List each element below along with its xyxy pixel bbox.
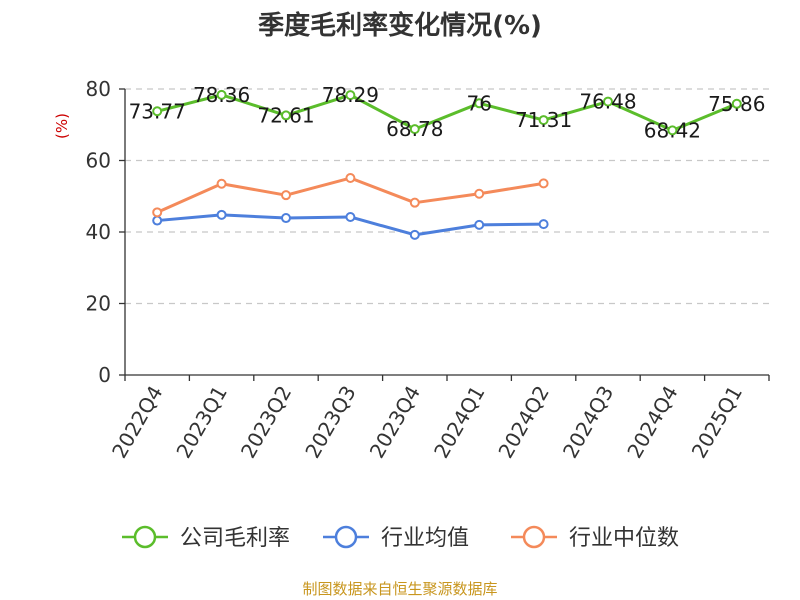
x-tick-label: 2023Q1 <box>171 382 231 463</box>
x-tick-label: 2024Q1 <box>429 382 489 463</box>
source-note: 制图数据来自恒生聚源数据库 <box>302 580 497 598</box>
legend-label: 行业均值 <box>381 526 469 551</box>
chart-title: 季度毛利率变化情况(%) <box>258 10 542 41</box>
x-tick-label: 2025Q1 <box>687 382 747 463</box>
data-point <box>409 229 420 240</box>
data-label: 78.29 <box>322 83 379 107</box>
data-point <box>409 197 420 208</box>
data-point <box>152 207 163 218</box>
data-point <box>345 90 356 101</box>
data-point <box>216 89 227 100</box>
data-point <box>538 115 549 126</box>
x-tick-label: 2022Q4 <box>107 382 167 463</box>
data-point <box>603 96 613 107</box>
legend: 公司毛利率 行业均值 行业中位数 <box>122 525 679 551</box>
data-point <box>538 178 549 189</box>
legend-marker-icon <box>334 525 358 549</box>
data-point <box>474 219 485 230</box>
y-axis-unit-label: (%) <box>53 113 71 139</box>
data-point <box>281 190 291 201</box>
data-label: 73.77 <box>129 99 186 123</box>
data-point <box>731 98 742 109</box>
x-tick-label: 2024Q3 <box>558 382 618 463</box>
data-label: 76 <box>466 91 491 115</box>
x-tick-label: 2023Q4 <box>365 382 425 463</box>
data-point <box>538 219 549 230</box>
data-point <box>474 98 485 109</box>
y-tick-label: 40 <box>86 220 111 244</box>
data-label: 75.86 <box>708 92 765 116</box>
data-labels: 73.77 78.36 72.61 78.29 68.78 76 71.31 76.48 68.… <box>129 83 766 143</box>
data-label: 68.42 <box>644 118 701 142</box>
data-point <box>667 125 678 136</box>
grid-lines <box>125 88 769 305</box>
y-tick-label: 20 <box>86 292 111 316</box>
data-point <box>216 209 227 220</box>
series-line <box>155 93 739 132</box>
series-lines <box>155 93 739 237</box>
data-point <box>281 213 291 224</box>
legend-label: 公司毛利率 <box>180 526 290 551</box>
x-tick-label: 2024Q4 <box>622 382 682 463</box>
series-line <box>155 176 546 214</box>
y-tick-label: 80 <box>86 77 111 101</box>
legend-marker-icon <box>522 525 546 549</box>
data-point <box>281 110 291 121</box>
data-point <box>152 106 163 117</box>
data-point <box>474 188 485 199</box>
data-label: 76.48 <box>579 90 636 114</box>
x-tick-label: 2023Q3 <box>300 382 360 463</box>
data-label: 68.78 <box>386 117 443 141</box>
data-label: 78.36 <box>193 83 250 107</box>
y-tick-label: 60 <box>86 149 111 173</box>
legend-label: 行业中位数 <box>569 526 679 551</box>
data-points <box>152 89 742 240</box>
y-tick-label: 0 <box>98 363 111 387</box>
data-point <box>216 178 227 189</box>
data-point <box>345 173 356 184</box>
data-point <box>409 124 420 135</box>
data-point <box>345 211 356 222</box>
x-tick-label: 2024Q2 <box>493 382 553 463</box>
legend-marker-icon <box>133 525 157 549</box>
data-point <box>152 215 163 226</box>
data-label: 71.31 <box>515 108 572 132</box>
data-label: 72.61 <box>257 103 314 127</box>
x-tick-label: 2023Q2 <box>236 382 296 463</box>
